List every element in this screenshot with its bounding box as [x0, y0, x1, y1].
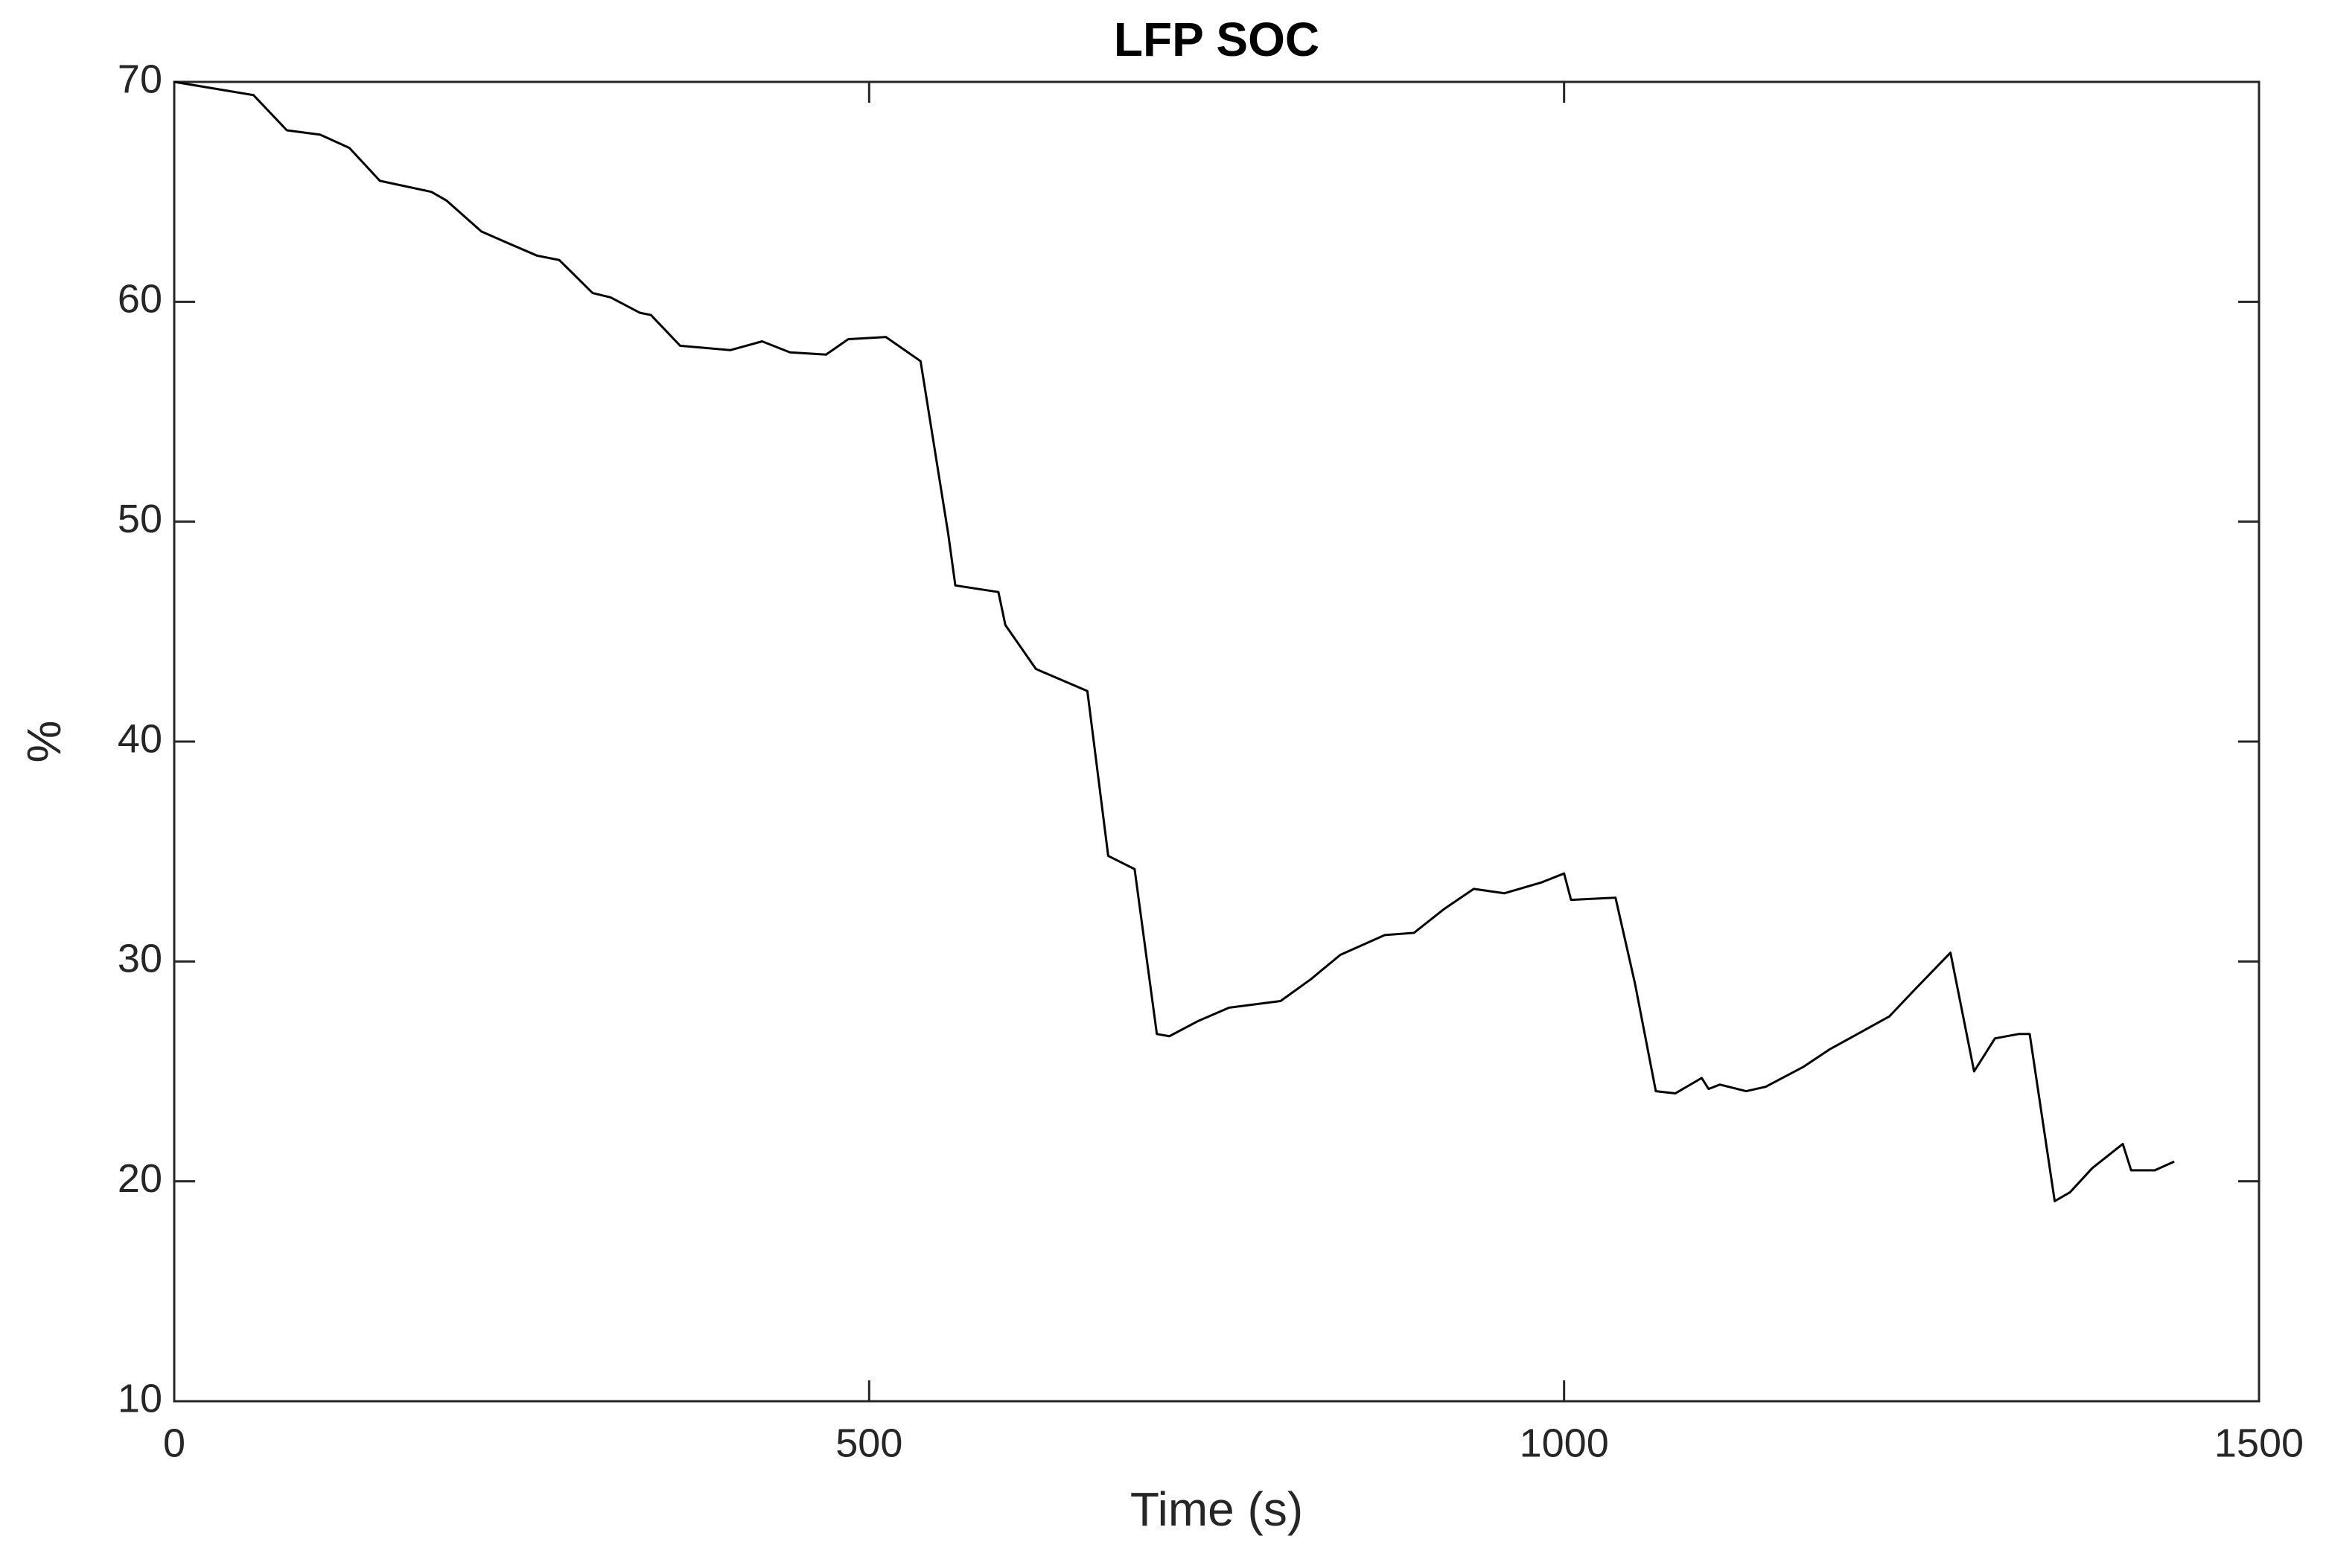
- y-tick-label: 50: [118, 497, 162, 541]
- x-tick-label: 1500: [2214, 1421, 2304, 1465]
- y-tick-label: 30: [118, 937, 162, 981]
- x-axis-label: Time (s): [1130, 1482, 1303, 1536]
- y-tick-label: 70: [118, 57, 162, 101]
- y-axis-label: %: [17, 721, 71, 763]
- y-tick-label: 10: [118, 1376, 162, 1421]
- data-line: [173, 80, 2175, 1202]
- x-tick-label: 0: [163, 1421, 185, 1465]
- y-tick-label: 20: [118, 1156, 162, 1201]
- x-tick-label: 1000: [1520, 1421, 1609, 1465]
- x-tick-label: 500: [835, 1421, 902, 1465]
- y-tick-label: 40: [118, 716, 162, 761]
- y-tick-label: 60: [118, 277, 162, 322]
- chart-title: LFP SOC: [1114, 13, 1319, 66]
- axes-box: [173, 80, 2260, 1403]
